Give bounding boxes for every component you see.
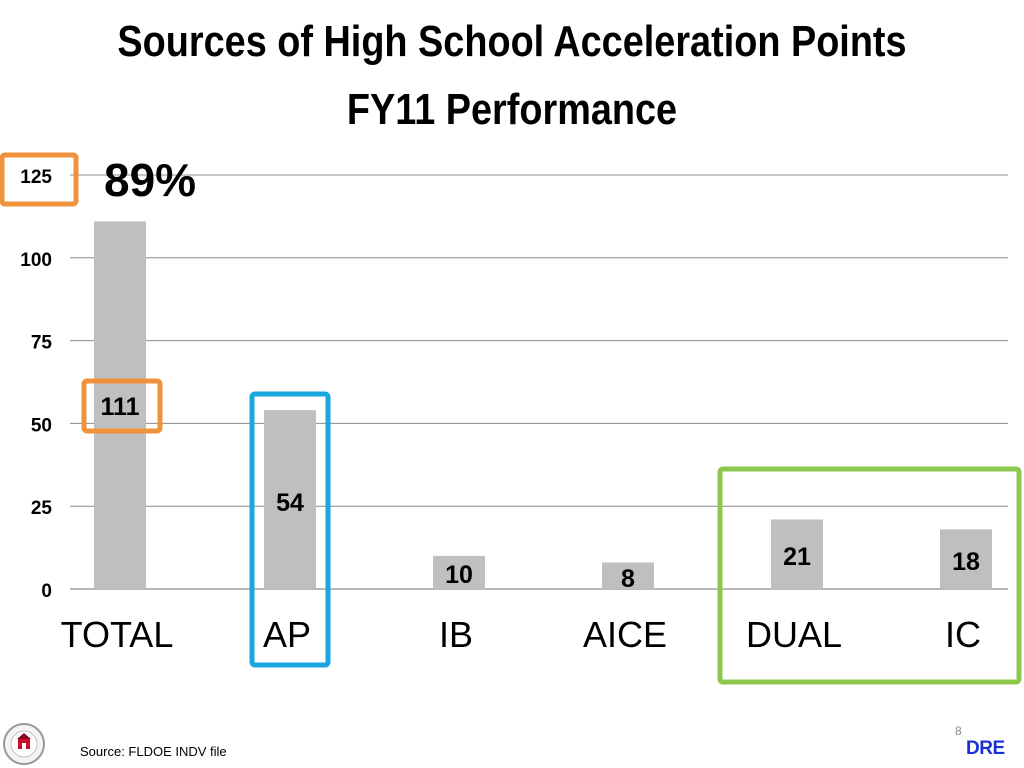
highlight-box-total [81,378,163,434]
x-category-label: IB [439,614,473,655]
highlight-box-dual-ic [717,466,1022,685]
x-category-label: AP [263,614,311,655]
percent-annotation: 89% [104,154,196,206]
x-category-label: TOTAL [61,614,174,655]
bar-ic [940,529,992,589]
brand-label: DRE [966,738,1005,759]
bar-aice [602,562,654,589]
bar-ap [264,410,316,589]
highlight-box-125 [0,152,79,207]
y-tick-label: 25 [31,498,53,519]
data-label-ib: 10 [445,561,473,589]
y-tick-label: 50 [31,415,52,436]
bar-ib [433,555,485,589]
y-tick-label: 75 [31,333,53,354]
data-label-dual: 21 [783,543,811,571]
chart-title-line1: Sources of High School Acceleration Poin… [117,17,907,66]
source-note: Source: FLDOE INDV file [80,744,227,759]
data-label-ic: 18 [952,548,980,576]
slide-number: 8 [955,724,962,738]
bar-dual [771,519,823,589]
data-label-total: 111 [101,393,140,421]
district-seal-logo [3,723,45,765]
x-category-label: IC [945,614,981,655]
y-tick-label: 0 [41,581,52,602]
data-label-ap: 54 [276,489,304,517]
y-tick-label: 125 [20,167,52,188]
data-label-aice: 8 [621,565,635,593]
highlight-box-ap [249,391,331,668]
x-category-label: AICE [583,614,667,655]
x-category-label: DUAL [746,614,842,655]
chart-title-line2: FY11 Performance [346,85,678,134]
bar-total [94,221,146,590]
y-tick-label: 100 [20,250,52,271]
